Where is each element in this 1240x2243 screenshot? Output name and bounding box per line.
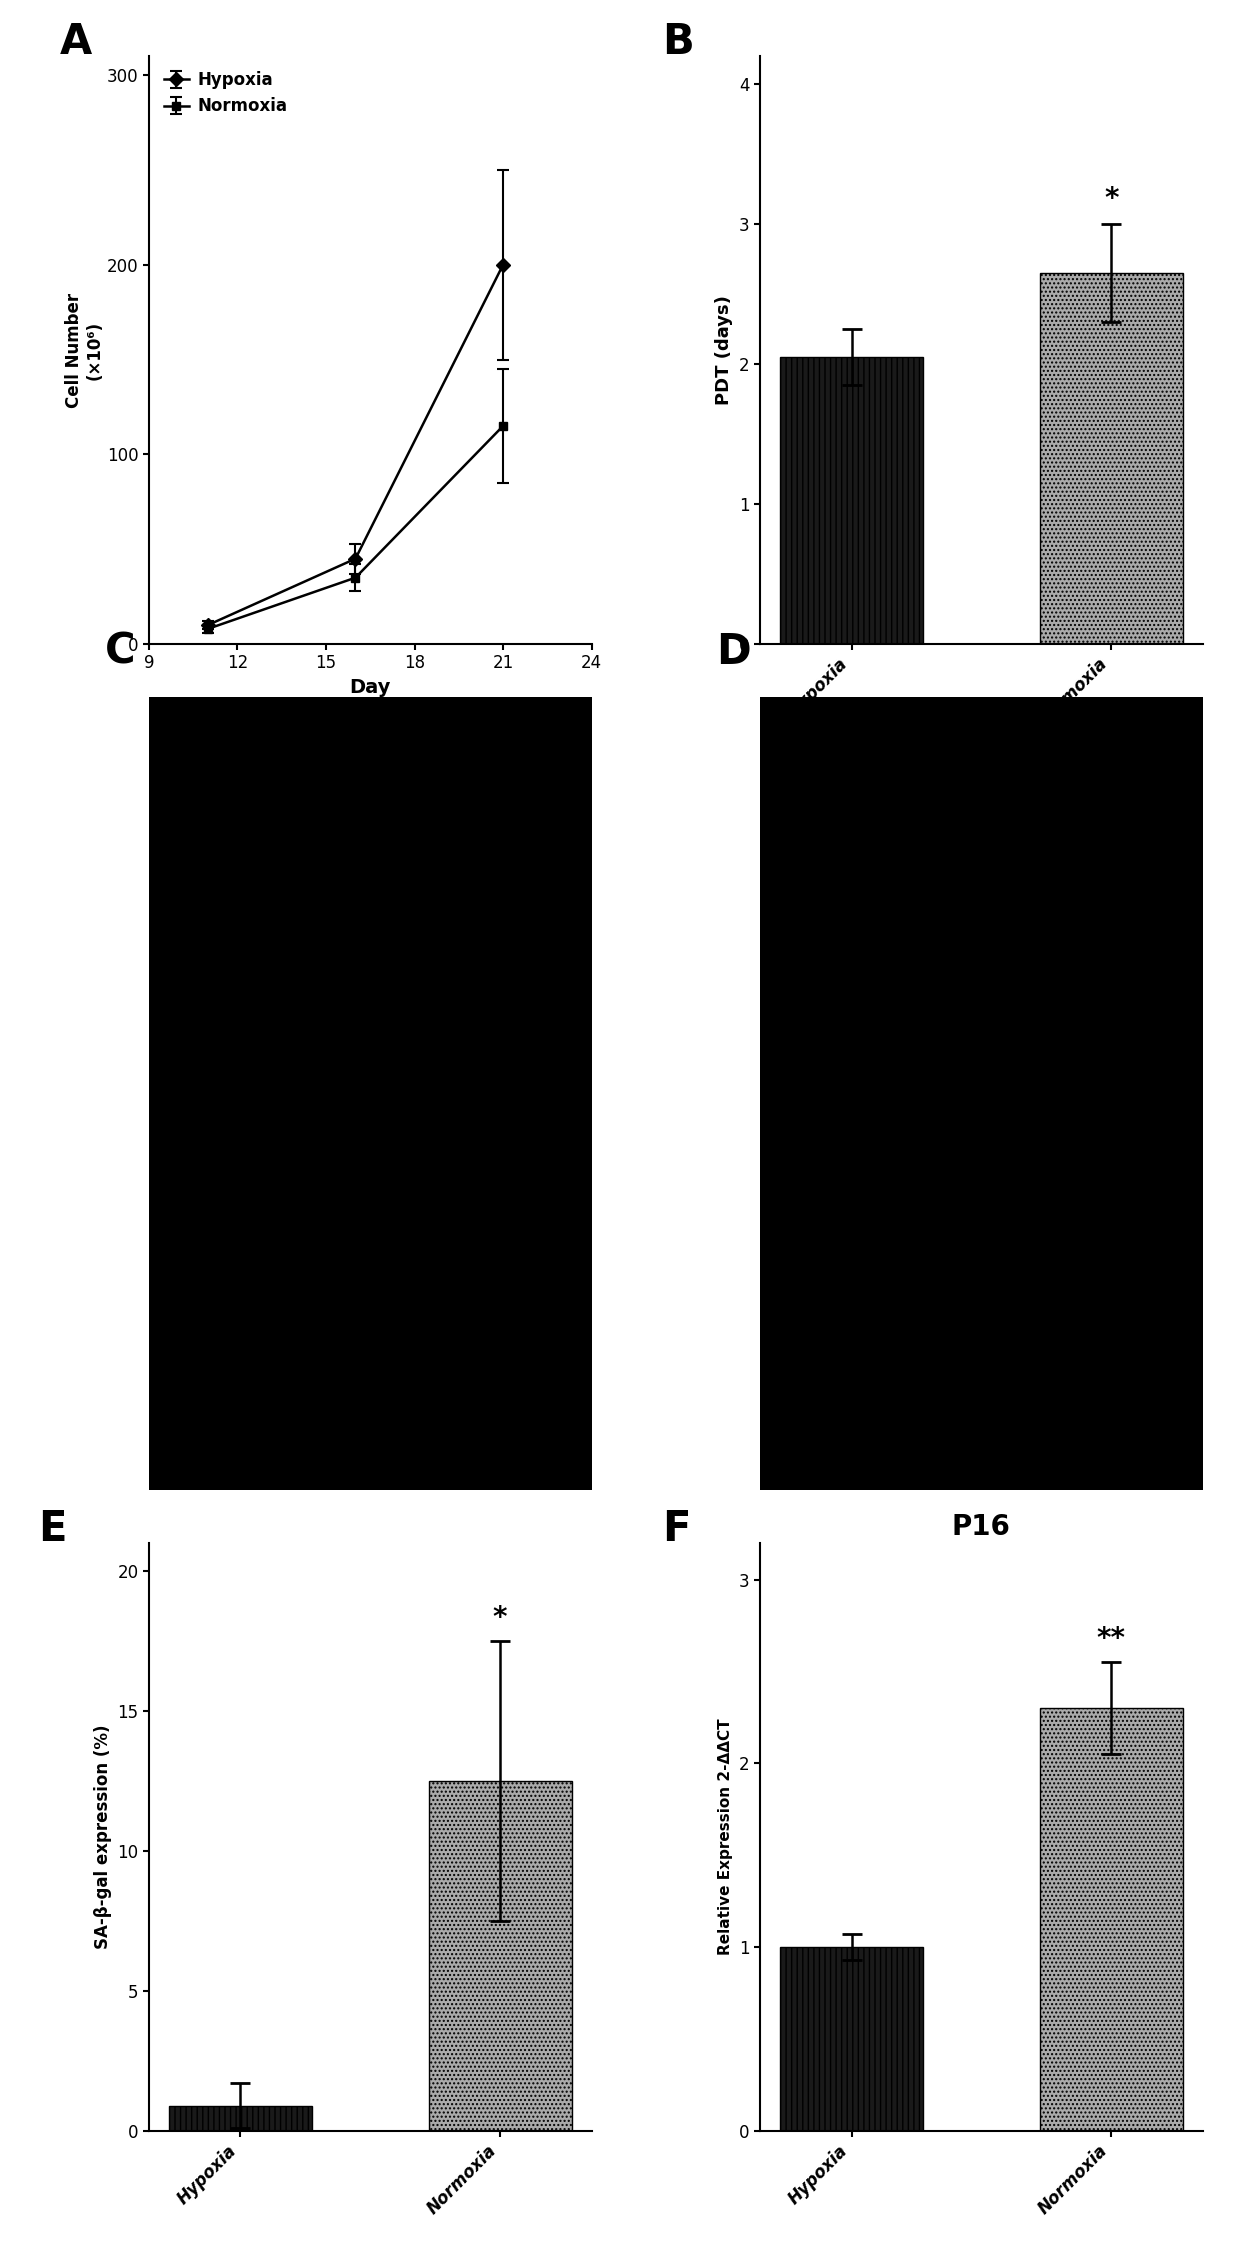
Y-axis label: Relative Expression 2-ΔΔCT: Relative Expression 2-ΔΔCT xyxy=(718,1718,733,1956)
Title: P16: P16 xyxy=(952,1512,1011,1541)
Bar xyxy=(1040,1709,1183,2131)
Text: D: D xyxy=(715,630,750,673)
Bar xyxy=(169,2106,311,2131)
Text: *: * xyxy=(492,1604,507,1633)
Text: B: B xyxy=(662,20,694,63)
Text: **: ** xyxy=(1096,1626,1126,1653)
Legend: Hypoxia, Normoxia: Hypoxia, Normoxia xyxy=(157,65,294,121)
Text: C: C xyxy=(104,630,135,673)
Bar xyxy=(780,1947,923,2131)
Text: E: E xyxy=(38,1507,67,1550)
Y-axis label: PDT (days): PDT (days) xyxy=(715,296,733,406)
Bar xyxy=(780,357,923,644)
Bar xyxy=(429,1781,572,2131)
Text: F: F xyxy=(662,1507,691,1550)
Y-axis label: Cell Number
(×10⁶): Cell Number (×10⁶) xyxy=(66,292,104,408)
Bar xyxy=(1040,274,1183,644)
Text: A: A xyxy=(61,20,93,63)
Text: *: * xyxy=(1104,184,1118,213)
X-axis label: Day: Day xyxy=(350,677,391,698)
Y-axis label: SA-β-gal expression (%): SA-β-gal expression (%) xyxy=(94,1725,112,1949)
